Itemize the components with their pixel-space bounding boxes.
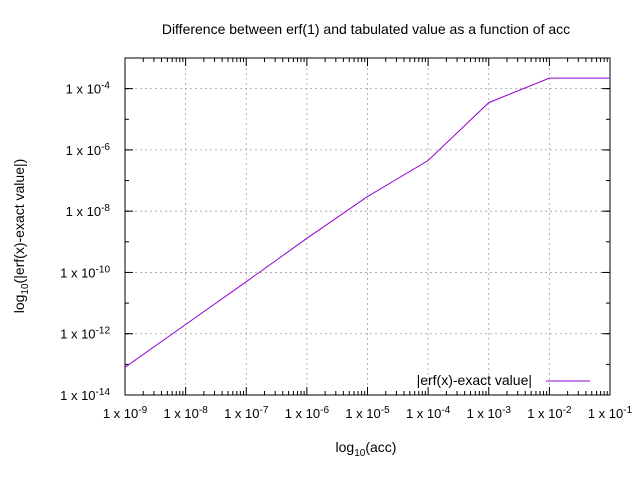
- y-tick-label: 1 x 10-6: [66, 142, 111, 158]
- x-tick-label: 1 x 10-7: [224, 405, 269, 421]
- y-tick-labels: 1 x 10-14 1 x 10-12 1 x 10-10 1 x 10-8 1 x 1…: [60, 81, 110, 403]
- y-tick-label: 1 x 10-14: [60, 387, 110, 403]
- x-tick-label: 1 x 10-5: [345, 405, 390, 421]
- x-tick-label: 1 x 10-3: [467, 405, 512, 421]
- x-tick-label: 1 x 10-6: [285, 405, 330, 421]
- x-tick-label: 1 x 10-1: [588, 405, 633, 421]
- chart-title: Difference between erf(1) and tabulated …: [162, 21, 570, 37]
- y-tick-label: 1 x 10-4: [66, 81, 111, 97]
- x-tick-label: 1 x 10-9: [103, 405, 148, 421]
- ticks: [124, 58, 611, 396]
- legend: |erf(x)-exact value|: [417, 372, 590, 388]
- y-tick-label: 1 x 10-8: [66, 203, 111, 219]
- y-axis-label: log10(|erf(x)-exact value|): [11, 159, 31, 314]
- x-tick-label: 1 x 10-2: [527, 405, 572, 421]
- x-tick-label: 1 x 10-8: [163, 405, 208, 421]
- grid: [124, 58, 611, 396]
- series-line: [124, 77, 610, 368]
- x-tick-labels: 1 x 10-9 1 x 10-8 1 x 10-7 1 x 10-6 1 x 10-5…: [103, 405, 633, 421]
- y-tick-label: 1 x 10-10: [60, 264, 110, 280]
- x-axis-label: log10(acc): [336, 439, 397, 459]
- y-tick-label: 1 x 10-12: [60, 326, 110, 342]
- x-tick-label: 1 x 10-4: [406, 405, 451, 421]
- legend-label: |erf(x)-exact value|: [417, 372, 532, 388]
